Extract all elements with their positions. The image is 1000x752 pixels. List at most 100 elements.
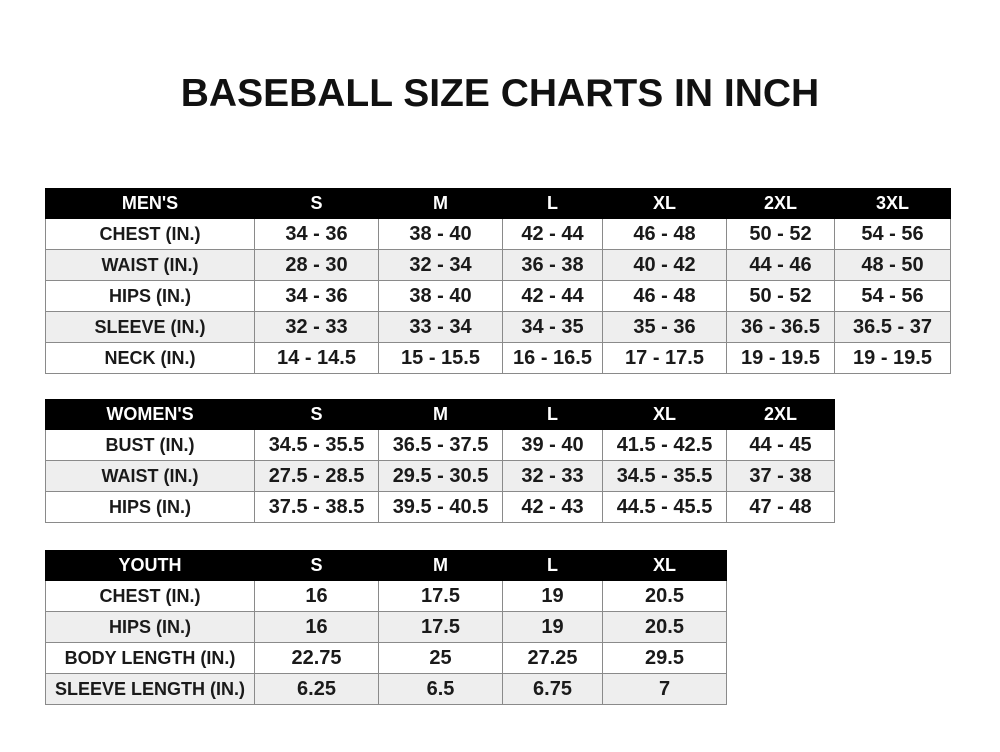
table-row: CHEST (IN.) 16 17.5 19 20.5: [45, 580, 727, 612]
table-row: SLEEVE (IN.) 32 - 33 33 - 34 34 - 35 35 - 36…: [45, 311, 951, 343]
size-column-header: S: [254, 188, 379, 219]
size-value: 38 - 40: [378, 218, 503, 250]
table-row: HIPS (IN.) 16 17.5 19 20.5: [45, 611, 727, 643]
size-value: 44.5 - 45.5: [602, 491, 727, 523]
size-value: 54 - 56: [834, 218, 951, 250]
size-value: 48 - 50: [834, 249, 951, 281]
size-value: 25: [378, 642, 503, 674]
page-title: BASEBALL SIZE CHARTS IN INCH: [180, 72, 820, 115]
size-value: 27.25: [502, 642, 603, 674]
size-value: 32 - 33: [254, 311, 379, 343]
size-value: 7: [602, 673, 727, 705]
measurement-label: NECK (IN.): [45, 342, 255, 374]
size-value: 42 - 44: [502, 218, 603, 250]
size-value: 50 - 52: [726, 280, 835, 312]
size-value: 54 - 56: [834, 280, 951, 312]
table-category-header: MEN'S: [45, 188, 255, 219]
size-column-header: L: [502, 188, 603, 219]
size-value: 34.5 - 35.5: [602, 460, 727, 492]
size-value: 16: [254, 611, 379, 643]
size-column-header: 2XL: [726, 188, 835, 219]
size-column-header: M: [378, 188, 503, 219]
table-row: BODY LENGTH (IN.) 22.75 25 27.25 29.5: [45, 642, 727, 674]
size-value: 42 - 44: [502, 280, 603, 312]
table-header-row: YOUTH S M L XL: [45, 550, 727, 581]
measurement-label: SLEEVE (IN.): [45, 311, 255, 343]
measurement-label: CHEST (IN.): [45, 580, 255, 612]
size-value: 34 - 35: [502, 311, 603, 343]
measurement-label: BUST (IN.): [45, 429, 255, 461]
size-value: 39 - 40: [502, 429, 603, 461]
size-value: 32 - 33: [502, 460, 603, 492]
measurement-label: SLEEVE LENGTH (IN.): [45, 673, 255, 705]
size-value: 36.5 - 37.5: [378, 429, 503, 461]
size-column-header: L: [502, 550, 603, 581]
size-value: 15 - 15.5: [378, 342, 503, 374]
size-value: 44 - 45: [726, 429, 835, 461]
size-column-header: S: [254, 399, 379, 430]
size-value: 34.5 - 35.5: [254, 429, 379, 461]
measurement-label: HIPS (IN.): [45, 280, 255, 312]
size-column-header: M: [378, 399, 503, 430]
youth-size-table: YOUTH S M L XL CHEST (IN.) 16 17.5 19 20.5 HIPS (I…: [45, 550, 727, 705]
size-column-header: XL: [602, 188, 727, 219]
size-value: 19 - 19.5: [726, 342, 835, 374]
size-value: 6.5: [378, 673, 503, 705]
size-value: 17 - 17.5: [602, 342, 727, 374]
size-value: 6.25: [254, 673, 379, 705]
womens-size-table: WOMEN'S S M L XL 2XL BUST (IN.) 34.5 - 35.5 36.5…: [45, 399, 835, 523]
size-value: 6.75: [502, 673, 603, 705]
size-value: 38 - 40: [378, 280, 503, 312]
size-value: 29.5: [602, 642, 727, 674]
table-header-row: WOMEN'S S M L XL 2XL: [45, 399, 835, 430]
size-value: 16 - 16.5: [502, 342, 603, 374]
size-value: 50 - 52: [726, 218, 835, 250]
size-value: 32 - 34: [378, 249, 503, 281]
table-row: SLEEVE LENGTH (IN.) 6.25 6.5 6.75 7: [45, 673, 727, 705]
table-row: HIPS (IN.) 37.5 - 38.5 39.5 - 40.5 42 - 43 4…: [45, 491, 835, 523]
size-value: 40 - 42: [602, 249, 727, 281]
table-row: HIPS (IN.) 34 - 36 38 - 40 42 - 44 46 - 48 50…: [45, 280, 951, 312]
size-value: 37 - 38: [726, 460, 835, 492]
size-value: 29.5 - 30.5: [378, 460, 503, 492]
measurement-label: WAIST (IN.): [45, 460, 255, 492]
size-value: 19 - 19.5: [834, 342, 951, 374]
size-value: 46 - 48: [602, 280, 727, 312]
size-value: 20.5: [602, 580, 727, 612]
size-value: 37.5 - 38.5: [254, 491, 379, 523]
measurement-label: HIPS (IN.): [45, 491, 255, 523]
mens-size-table: MEN'S S M L XL 2XL 3XL CHEST (IN.) 34 - 36 38 - 4…: [45, 188, 951, 374]
size-column-header: L: [502, 399, 603, 430]
table-row: NECK (IN.) 14 - 14.5 15 - 15.5 16 - 16.5 17 …: [45, 342, 951, 374]
size-value: 39.5 - 40.5: [378, 491, 503, 523]
size-value: 36 - 38: [502, 249, 603, 281]
table-category-header: WOMEN'S: [45, 399, 255, 430]
table-category-header: YOUTH: [45, 550, 255, 581]
table-row: WAIST (IN.) 28 - 30 32 - 34 36 - 38 40 - 42 4…: [45, 249, 951, 281]
size-value: 34 - 36: [254, 280, 379, 312]
size-value: 36.5 - 37: [834, 311, 951, 343]
size-value: 36 - 36.5: [726, 311, 835, 343]
size-value: 28 - 30: [254, 249, 379, 281]
size-value: 20.5: [602, 611, 727, 643]
measurement-label: CHEST (IN.): [45, 218, 255, 250]
measurement-label: BODY LENGTH (IN.): [45, 642, 255, 674]
size-value: 16: [254, 580, 379, 612]
measurement-label: HIPS (IN.): [45, 611, 255, 643]
size-value: 47 - 48: [726, 491, 835, 523]
size-value: 19: [502, 611, 603, 643]
measurement-label: WAIST (IN.): [45, 249, 255, 281]
size-value: 35 - 36: [602, 311, 727, 343]
size-value: 33 - 34: [378, 311, 503, 343]
size-value: 19: [502, 580, 603, 612]
size-value: 27.5 - 28.5: [254, 460, 379, 492]
size-value: 34 - 36: [254, 218, 379, 250]
size-value: 44 - 46: [726, 249, 835, 281]
size-column-header: 3XL: [834, 188, 951, 219]
table-header-row: MEN'S S M L XL 2XL 3XL: [45, 188, 951, 219]
size-value: 41.5 - 42.5: [602, 429, 727, 461]
size-value: 14 - 14.5: [254, 342, 379, 374]
size-value: 17.5: [378, 580, 503, 612]
table-row: CHEST (IN.) 34 - 36 38 - 40 42 - 44 46 - 48 5…: [45, 218, 951, 250]
table-row: WAIST (IN.) 27.5 - 28.5 29.5 - 30.5 32 - 33…: [45, 460, 835, 492]
